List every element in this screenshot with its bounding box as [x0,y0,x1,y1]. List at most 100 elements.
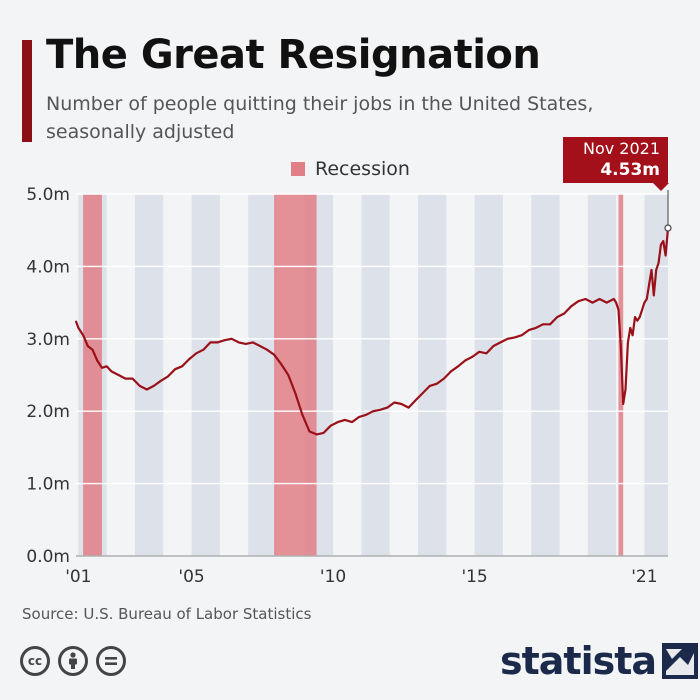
data-point [563,312,566,315]
source-note: Source: U.S. Bureau of Labor Statistics [22,605,312,623]
nd-icon[interactable] [96,646,126,676]
data-point [655,269,658,271]
data-point [372,410,375,413]
y-tick-label: 4.0m [26,257,70,277]
data-point [421,392,424,394]
by-icon[interactable] [58,646,88,676]
data-point [631,334,634,337]
data-point [105,365,108,368]
data-point [152,385,155,387]
data-point [660,243,662,246]
year-band [417,194,447,556]
data-point [216,341,219,344]
brand-name: statista [500,639,657,683]
callout-date: Nov 2021 [582,139,660,158]
data-point [615,301,617,304]
data-point [329,424,332,427]
latest-value-callout: Nov 2021 4.53m [563,137,668,183]
data-point [634,316,636,318]
data-point [209,341,212,344]
cc-icon[interactable]: cc [20,646,50,676]
data-point [82,334,84,337]
data-point [629,327,632,329]
data-point [174,368,177,371]
data-point [244,343,247,345]
year-band [531,194,560,556]
data-point [520,334,523,337]
data-point [664,254,667,257]
data-point [86,345,89,347]
x-tick-label: '05 [178,567,204,587]
data-point [379,408,382,411]
data-point [188,358,191,360]
latest-point-marker [664,224,672,232]
data-point [641,308,643,311]
chart-subtitle: Number of people quitting their jobs in … [46,93,594,143]
data-point [138,385,141,387]
data-point [301,413,304,416]
y-tick-label: 2.0m [26,402,70,422]
data-point [652,294,655,297]
data-point [77,327,80,329]
data-point [414,399,417,402]
data-point [358,416,360,418]
data-point [556,316,558,318]
data-point [294,392,297,394]
statista-logo[interactable]: statista [500,636,699,686]
data-point [145,388,148,391]
data-point [101,366,103,369]
y-tick-label: 5.0m [26,185,70,205]
y-tick-label: 3.0m [26,330,70,350]
data-point [259,345,261,347]
data-point [195,352,198,355]
data-point [485,352,488,355]
data-point [75,320,77,323]
data-point [117,374,120,376]
x-tick-label: '10 [320,567,346,587]
data-point [513,336,516,339]
title-accent-bar [22,40,32,142]
data-point [443,377,445,380]
data-point [202,348,205,351]
data-point [450,370,452,373]
license-icons: cc [20,646,126,676]
data-point [527,329,530,331]
data-point [344,419,346,421]
recession-band [274,194,317,556]
data-point [96,359,99,362]
data-point [636,319,639,322]
data-point [648,283,650,286]
data-point [605,301,608,304]
data-point [230,337,233,340]
data-point [619,345,622,347]
data-point [351,421,353,423]
year-band [587,194,617,556]
data-point [365,413,367,416]
year-band [474,194,503,556]
data-point [662,240,665,243]
data-point [308,430,311,433]
data-point [336,421,339,423]
data-point [428,385,431,387]
year-band [361,194,390,556]
y-tick-label: 1.0m [26,475,70,495]
data-point [273,353,275,356]
data-point [124,377,127,380]
data-point [110,370,113,373]
data-point [478,350,481,353]
data-point [624,388,627,391]
data-point [400,403,403,405]
legend-label-recession: Recession [315,158,410,180]
data-point [287,374,290,376]
chart-title: The Great Resignation [46,32,541,78]
data-point [612,298,615,300]
data-point [570,305,573,308]
data-point [622,403,625,405]
data-point [627,341,629,344]
data-point [322,432,325,434]
data-point [645,298,648,300]
data-point [549,323,551,326]
callout-pointer [653,183,669,191]
x-tick-label: '01 [65,567,91,587]
data-point [266,348,268,351]
